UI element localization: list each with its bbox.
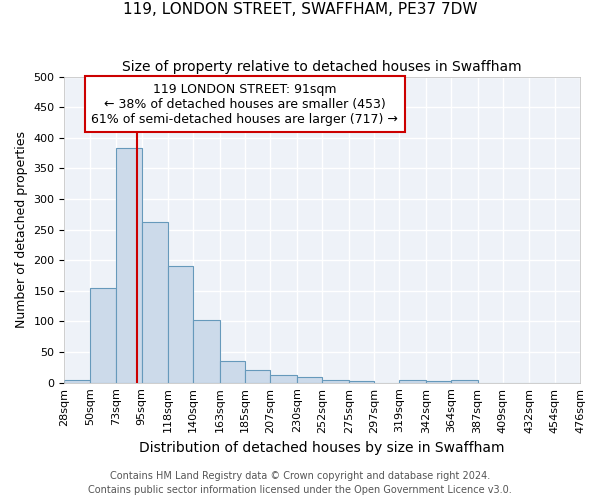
Text: 119 LONDON STREET: 91sqm
← 38% of detached houses are smaller (453)
61% of semi-: 119 LONDON STREET: 91sqm ← 38% of detach… xyxy=(91,82,398,126)
Bar xyxy=(90,288,116,382)
Bar xyxy=(193,320,220,382)
Text: Contains HM Land Registry data © Crown copyright and database right 2024.
Contai: Contains HM Land Registry data © Crown c… xyxy=(88,471,512,495)
Y-axis label: Number of detached properties: Number of detached properties xyxy=(15,131,28,328)
Bar xyxy=(349,381,374,382)
Bar xyxy=(322,380,349,382)
X-axis label: Distribution of detached houses by size in Swaffham: Distribution of detached houses by size … xyxy=(139,441,505,455)
Bar xyxy=(220,360,245,382)
Text: 119, LONDON STREET, SWAFFHAM, PE37 7DW: 119, LONDON STREET, SWAFFHAM, PE37 7DW xyxy=(123,2,477,18)
Bar xyxy=(426,381,451,382)
Bar xyxy=(451,380,478,382)
Title: Size of property relative to detached houses in Swaffham: Size of property relative to detached ho… xyxy=(122,60,522,74)
Bar xyxy=(400,380,426,382)
Bar xyxy=(245,370,271,382)
Bar xyxy=(142,222,168,382)
Bar xyxy=(271,376,297,382)
Bar xyxy=(168,266,193,382)
Bar xyxy=(297,377,322,382)
Bar xyxy=(64,380,90,382)
Bar xyxy=(116,148,142,382)
